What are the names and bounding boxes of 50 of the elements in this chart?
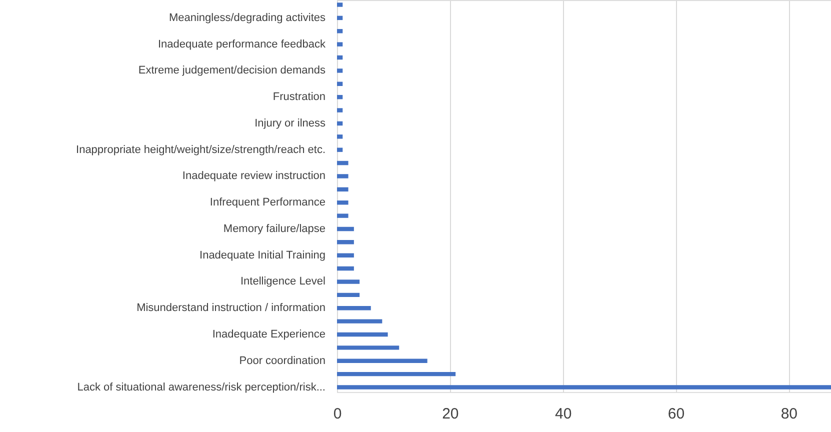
bar: [337, 16, 343, 20]
bar: [337, 319, 382, 324]
y-tick-label: Injury or ilness: [254, 117, 326, 130]
y-tick-label: Frustration: [272, 91, 326, 104]
bar: [337, 121, 343, 126]
bar: [337, 187, 348, 192]
bar: [337, 358, 428, 363]
y-tick-label: Inadequate Experience: [212, 328, 326, 340]
y-tick-label: Intelligence Level: [240, 276, 326, 288]
y-tick-label: Infrequent Performance: [210, 196, 326, 209]
bar: [337, 280, 360, 284]
bar: [337, 68, 343, 73]
bar: [337, 82, 343, 86]
bar: [337, 55, 343, 60]
bar: [337, 266, 354, 271]
y-tick-label: Inadequate performance feedback: [158, 38, 326, 50]
bar: [337, 200, 348, 205]
bar: [337, 108, 343, 112]
y-tick-label: Poor coordination: [239, 354, 326, 367]
bar: [337, 372, 456, 376]
y-tick-label: Misunderstand instruction / information: [136, 302, 326, 314]
x-tick-label: 20: [442, 406, 459, 422]
bar: [337, 346, 400, 350]
x-tick-label: 60: [668, 406, 685, 422]
y-tick-label: Inappropriate height/weight/size/strength/reach etc.: [76, 144, 326, 156]
bar: [337, 332, 388, 337]
y-tick-label: Extreme judgement/decision demands: [138, 64, 326, 77]
bar: [337, 29, 343, 34]
y-tick-label: Meaningless/degrading activites: [168, 12, 326, 24]
bar: [337, 240, 354, 244]
bar: [337, 134, 343, 139]
x-tick-label: 40: [554, 406, 572, 422]
y-tick-label: Lack of situational awareness/risk perception/risk...: [77, 381, 326, 394]
bar: [337, 174, 348, 178]
bar: [337, 160, 348, 166]
bar: [337, 2, 343, 7]
bar: [337, 306, 371, 310]
bar: [337, 94, 343, 100]
x-tick-label: 80: [780, 406, 798, 422]
y-tick-label: Inadequate Initial Training: [200, 249, 326, 262]
y-tick-label: Memory failure/lapse: [223, 222, 326, 235]
bar: [337, 226, 354, 232]
bar: [337, 42, 343, 46]
bar: [337, 292, 360, 298]
bar: [337, 214, 348, 218]
bar: [337, 253, 354, 258]
x-tick-label: 0: [333, 406, 342, 422]
y-tick-label: Inadequate review instruction: [182, 170, 326, 182]
bar: [337, 148, 343, 152]
bar: [337, 385, 831, 390]
